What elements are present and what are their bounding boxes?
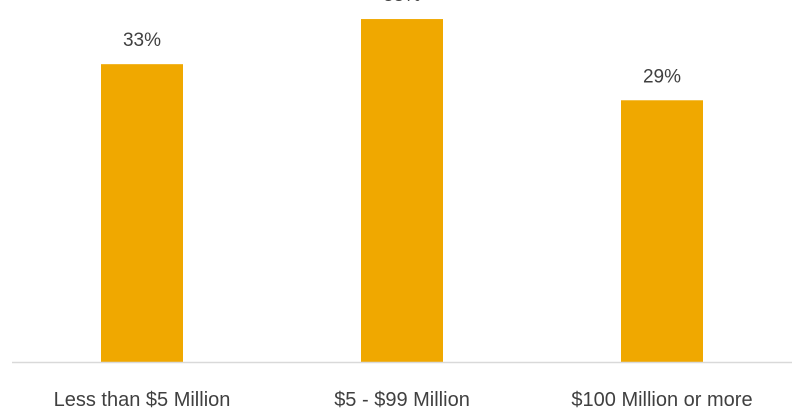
- bar: [361, 19, 443, 363]
- category-tick-label: $100 Million or more: [571, 389, 752, 411]
- bar: [101, 64, 183, 363]
- bars-group: [101, 19, 703, 363]
- bar: [621, 100, 703, 363]
- category-labels-group: Less than $5 Million $5 - $99 Million $100…: [54, 389, 753, 411]
- value-labels-group: 33% 38% 29%: [123, 0, 681, 87]
- bar-value-label: 38%: [383, 0, 421, 6]
- category-tick-label: Less than $5 Million: [54, 389, 231, 411]
- category-tick-label: $5 - $99 Million: [334, 389, 470, 411]
- bar-value-label: 29%: [643, 66, 681, 87]
- bar-value-label: 33%: [123, 30, 161, 51]
